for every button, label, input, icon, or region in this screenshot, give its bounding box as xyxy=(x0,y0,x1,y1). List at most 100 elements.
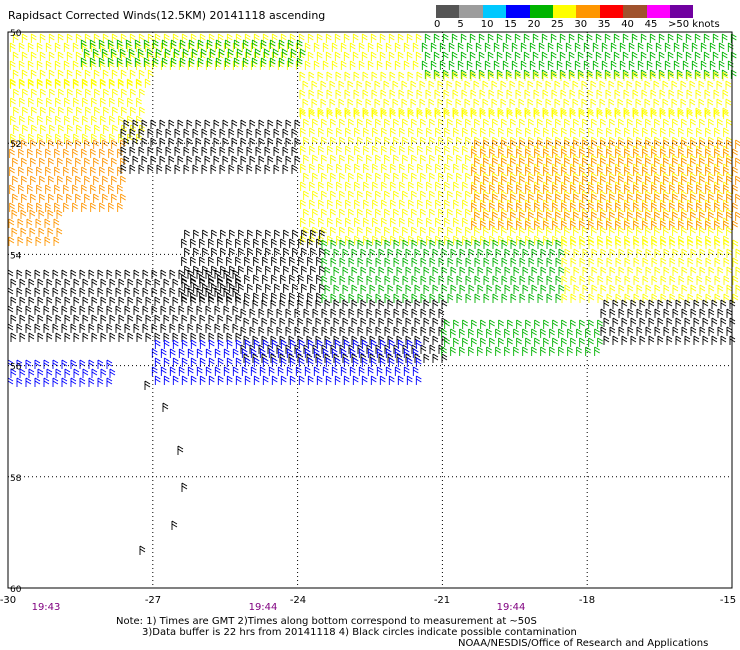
wind-barb xyxy=(678,257,685,267)
wind-barb xyxy=(474,257,481,267)
wind-barb xyxy=(699,157,705,167)
wind-barb xyxy=(97,287,104,297)
wind-barb xyxy=(717,266,724,276)
wind-barb xyxy=(489,184,495,194)
wind-barb xyxy=(501,226,507,236)
wind-barb xyxy=(187,287,194,297)
wind-barb xyxy=(7,305,14,315)
wind-barb xyxy=(318,127,324,137)
wind-barb xyxy=(573,157,579,167)
wind-barb xyxy=(624,202,630,212)
wind-barb xyxy=(501,157,507,167)
wind-barb xyxy=(591,139,597,149)
lon-tick-label: -15 xyxy=(719,595,737,606)
wind-barb xyxy=(462,217,468,227)
wind-barb xyxy=(597,257,604,267)
wind-barb xyxy=(127,332,134,342)
wind-barb xyxy=(528,139,534,149)
wind-barb xyxy=(94,88,100,98)
wind-barb xyxy=(663,193,669,203)
wind-barb xyxy=(93,69,100,79)
wind-barb xyxy=(462,337,468,347)
wind-barb xyxy=(117,148,123,158)
wind-barb xyxy=(681,211,687,221)
wind-barb xyxy=(289,357,296,367)
wind-barb xyxy=(708,175,714,185)
wind-barb xyxy=(145,314,152,324)
wind-barb xyxy=(405,266,412,276)
wind-barb xyxy=(318,145,324,155)
wind-barb xyxy=(552,235,558,245)
wind-barb xyxy=(36,184,42,194)
wind-barb xyxy=(336,163,342,173)
wind-barb xyxy=(618,248,625,258)
wind-barb xyxy=(246,164,253,174)
wind-barb xyxy=(609,193,615,203)
wind-barb xyxy=(429,308,436,318)
wind-barb xyxy=(330,154,336,164)
wind-barb xyxy=(243,317,250,327)
wind-barb xyxy=(162,402,169,412)
wind-barb xyxy=(516,319,522,329)
wind-barb xyxy=(558,266,565,276)
wind-barb xyxy=(528,211,534,221)
wind-barb xyxy=(699,193,705,203)
wind-barb xyxy=(645,284,652,294)
wind-barb xyxy=(543,235,549,245)
wind-barb xyxy=(46,79,52,89)
wind-barb xyxy=(597,319,603,329)
wind-barb xyxy=(316,339,323,349)
wind-barb xyxy=(384,136,390,146)
wind-barb xyxy=(424,33,431,43)
wind-barb xyxy=(139,88,145,98)
wind-barb xyxy=(31,88,37,98)
wind-barb xyxy=(399,199,405,209)
wind-barb xyxy=(339,326,346,336)
wind-barb xyxy=(714,127,720,137)
wind-barb xyxy=(120,175,126,185)
wind-barb xyxy=(309,145,315,155)
lon-tick-label: -18 xyxy=(578,595,596,606)
wind-barb xyxy=(117,42,124,52)
wind-barb xyxy=(25,377,32,387)
wind-barb xyxy=(702,335,709,345)
wind-barb xyxy=(402,226,408,236)
wind-barb xyxy=(281,48,288,58)
wind-barb xyxy=(417,235,423,245)
wind-barb xyxy=(220,247,226,257)
wind-barb xyxy=(366,257,373,267)
wind-barb xyxy=(664,42,671,52)
wind-barb xyxy=(46,115,52,125)
wind-barb xyxy=(696,220,702,230)
wind-barb xyxy=(331,348,338,358)
wind-barb xyxy=(34,305,41,315)
wind-barb xyxy=(406,357,413,367)
wind-barb xyxy=(20,227,27,237)
wind-barb xyxy=(417,127,423,137)
wind-barb xyxy=(82,133,88,143)
wind-barb xyxy=(88,377,95,387)
wind-barb xyxy=(474,226,480,236)
wind-barb xyxy=(471,220,477,230)
wind-barb xyxy=(366,190,372,200)
wind-barb xyxy=(321,326,328,336)
wind-barb xyxy=(477,346,483,356)
wind-barb xyxy=(37,79,43,89)
wind-barb xyxy=(420,326,427,336)
wind-barb xyxy=(192,146,199,156)
wind-barb xyxy=(85,124,91,134)
wind-barb xyxy=(240,308,247,318)
wind-barb xyxy=(420,275,427,285)
wind-barb xyxy=(489,319,495,329)
wind-barb xyxy=(669,239,676,249)
wind-barb xyxy=(660,239,667,249)
wind-barb xyxy=(393,154,399,164)
wind-barb xyxy=(540,266,547,276)
wind-barb xyxy=(289,375,296,385)
wind-barb xyxy=(615,127,621,137)
wind-barb xyxy=(45,184,51,194)
wind-barb xyxy=(654,266,661,276)
wind-barb xyxy=(703,33,710,43)
wind-barb xyxy=(247,247,253,257)
wind-barb xyxy=(533,71,540,81)
